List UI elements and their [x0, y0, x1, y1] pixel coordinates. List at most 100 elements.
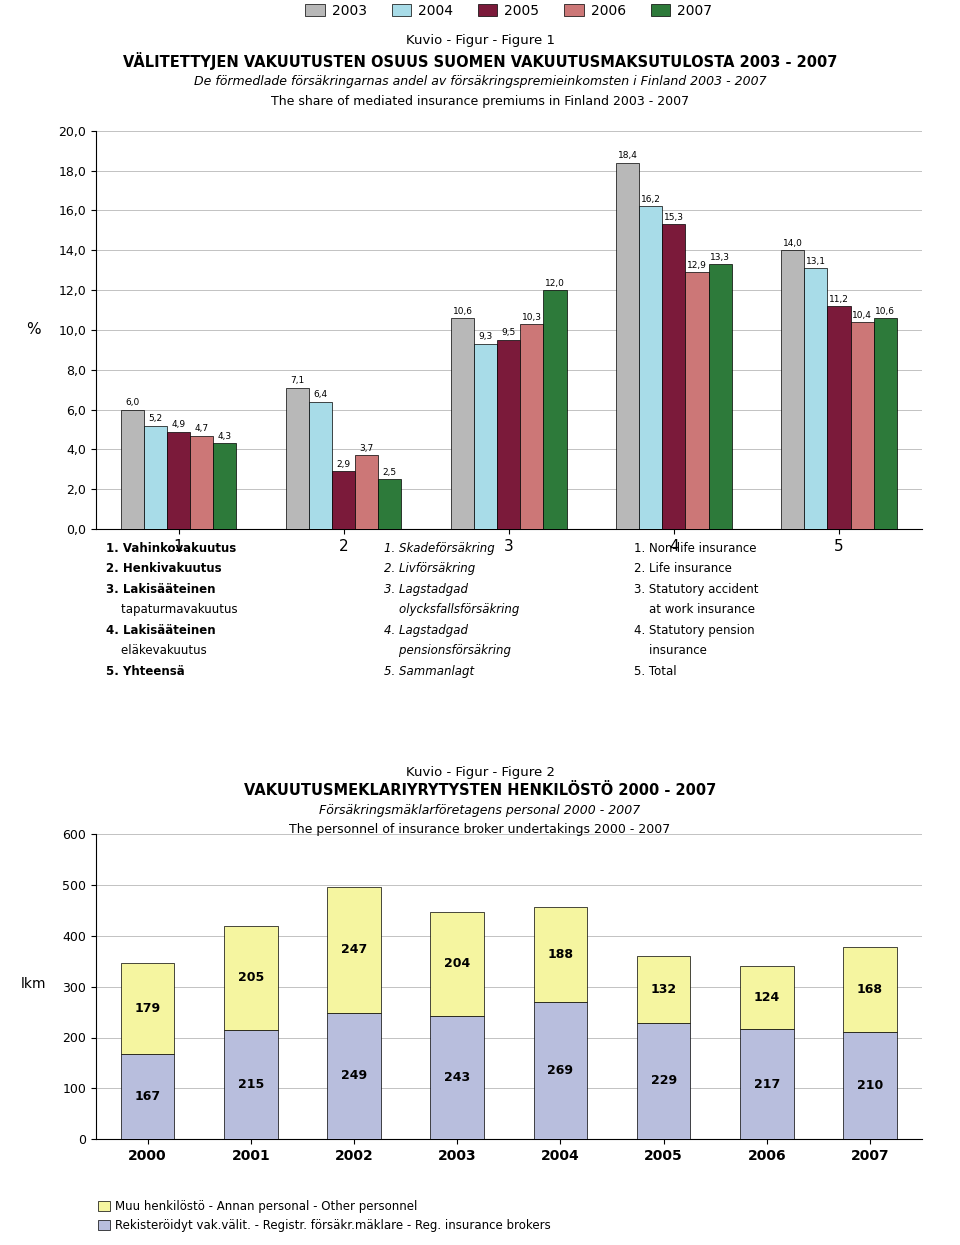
Bar — [740, 966, 794, 1028]
Text: 124: 124 — [754, 991, 780, 1003]
Text: 1. Non-life insurance: 1. Non-life insurance — [634, 542, 756, 554]
Text: 5. Total: 5. Total — [634, 665, 676, 677]
Text: The share of mediated insurance premiums in Finland 2003 - 2007: The share of mediated insurance premiums… — [271, 95, 689, 107]
Text: 5,2: 5,2 — [149, 415, 162, 423]
Bar — [378, 479, 401, 529]
Bar — [636, 1022, 690, 1139]
Bar — [843, 947, 897, 1032]
Text: 168: 168 — [857, 984, 883, 996]
Text: eläkevakuutus: eläkevakuutus — [106, 645, 206, 657]
Text: 10,3: 10,3 — [522, 312, 541, 321]
Text: 16,2: 16,2 — [641, 195, 660, 204]
Text: %: % — [26, 322, 41, 337]
Bar — [616, 163, 639, 529]
Legend: 2003, 2004, 2005, 2006, 2007: 2003, 2004, 2005, 2006, 2007 — [300, 0, 718, 24]
Bar — [520, 324, 543, 529]
Text: 9,5: 9,5 — [502, 329, 516, 337]
Text: 3. Statutory accident: 3. Statutory accident — [634, 583, 758, 595]
Text: 9,3: 9,3 — [478, 332, 492, 341]
Bar — [639, 207, 662, 529]
Bar — [309, 402, 332, 529]
Bar — [740, 1028, 794, 1139]
Bar — [355, 456, 378, 529]
Text: 4. Statutory pension: 4. Statutory pension — [634, 624, 755, 636]
Text: 4. Lakisääteinen: 4. Lakisääteinen — [106, 624, 215, 636]
Text: 11,2: 11,2 — [829, 295, 849, 304]
Bar — [144, 426, 167, 529]
Text: 2. Life insurance: 2. Life insurance — [634, 563, 732, 575]
Bar — [167, 432, 190, 529]
Bar — [121, 1055, 175, 1139]
Text: 188: 188 — [547, 949, 573, 961]
Text: 6,4: 6,4 — [314, 390, 327, 400]
Text: 2. Livförsäkring: 2. Livförsäkring — [384, 563, 475, 575]
Bar — [828, 306, 851, 529]
Text: 2. Henkivakuutus: 2. Henkivakuutus — [106, 563, 221, 575]
Bar — [327, 886, 381, 1012]
Bar — [534, 1002, 588, 1139]
Text: at work insurance: at work insurance — [634, 604, 755, 616]
Text: 2,5: 2,5 — [383, 468, 397, 477]
Bar — [213, 443, 236, 529]
Text: 10,6: 10,6 — [452, 306, 472, 315]
Text: 243: 243 — [444, 1071, 470, 1084]
Text: 179: 179 — [134, 1002, 160, 1015]
Text: 1. Skadeförsäkring: 1. Skadeförsäkring — [384, 542, 494, 554]
Text: 5. Sammanlagt: 5. Sammanlagt — [384, 665, 474, 677]
Bar — [636, 956, 690, 1022]
Text: 10,4: 10,4 — [852, 310, 872, 320]
Text: insurance: insurance — [634, 645, 707, 657]
Bar — [332, 472, 355, 529]
Text: tapaturmavakuutus: tapaturmavakuutus — [106, 604, 237, 616]
Text: 132: 132 — [651, 982, 677, 996]
Bar — [851, 322, 874, 529]
Bar — [121, 410, 144, 529]
Bar — [474, 344, 497, 529]
Text: 13,3: 13,3 — [710, 253, 731, 261]
Bar — [874, 317, 897, 529]
Bar — [804, 268, 828, 529]
Bar — [430, 1016, 484, 1139]
Bar — [327, 1012, 381, 1139]
Text: VÄLITETTYJEN VAKUUTUSTEN OSUUS SUOMEN VAKUUTUSMAKSUTULOSTA 2003 - 2007: VÄLITETTYJEN VAKUUTUSTEN OSUUS SUOMEN VA… — [123, 52, 837, 70]
Text: 204: 204 — [444, 957, 470, 970]
Text: 18,4: 18,4 — [617, 151, 637, 161]
Text: De förmedlade försäkringarnas andel av försäkringspremieinkomsten i Finland 2003: De förmedlade försäkringarnas andel av f… — [194, 75, 766, 87]
Text: VAKUUTUSMEKLARIYRYTYSTEN HENKILÖSTÖ 2000 - 2007: VAKUUTUSMEKLARIYRYTYSTEN HENKILÖSTÖ 2000… — [244, 783, 716, 798]
Text: 2,9: 2,9 — [337, 459, 350, 469]
Text: 6,0: 6,0 — [125, 398, 139, 407]
Text: 3. Lagstadgad: 3. Lagstadgad — [384, 583, 468, 595]
Bar — [685, 273, 708, 529]
Text: Kuvio - Figur - Figure 1: Kuvio - Figur - Figure 1 — [405, 34, 555, 46]
Bar — [543, 290, 566, 529]
Text: 4. Lagstadgad: 4. Lagstadgad — [384, 624, 468, 636]
Text: 4,9: 4,9 — [172, 420, 185, 430]
Text: 14,0: 14,0 — [782, 239, 803, 248]
Bar — [534, 906, 588, 1002]
Text: 12,9: 12,9 — [687, 260, 707, 270]
Text: 4,3: 4,3 — [218, 432, 232, 441]
Text: 205: 205 — [238, 971, 264, 985]
Bar — [430, 911, 484, 1016]
Text: 7,1: 7,1 — [290, 376, 304, 385]
Text: 10,6: 10,6 — [876, 306, 896, 315]
Bar — [497, 340, 520, 529]
Text: lkm: lkm — [21, 976, 46, 991]
Text: 210: 210 — [857, 1079, 883, 1092]
Text: 247: 247 — [341, 944, 367, 956]
Bar — [286, 387, 309, 529]
Text: 3,7: 3,7 — [360, 444, 374, 453]
Text: 5. Yhteensä: 5. Yhteensä — [106, 665, 184, 677]
Legend: Muu henkilöstö - Annan personal - Other personnel, Rekisteröidyt vak.välit. - Re: Muu henkilöstö - Annan personal - Other … — [98, 1200, 551, 1231]
Bar — [662, 224, 685, 529]
Text: 217: 217 — [754, 1077, 780, 1091]
Text: 3. Lakisääteinen: 3. Lakisääteinen — [106, 583, 215, 595]
Text: The personnel of insurance broker undertakings 2000 - 2007: The personnel of insurance broker undert… — [289, 823, 671, 835]
Text: 269: 269 — [547, 1064, 573, 1077]
Text: 4,7: 4,7 — [195, 425, 208, 433]
Text: 12,0: 12,0 — [545, 279, 565, 288]
Bar — [451, 317, 474, 529]
Bar — [224, 925, 277, 1030]
Bar — [843, 1032, 897, 1139]
Text: Försäkringsmäklarföretagens personal 2000 - 2007: Försäkringsmäklarföretagens personal 200… — [320, 804, 640, 817]
